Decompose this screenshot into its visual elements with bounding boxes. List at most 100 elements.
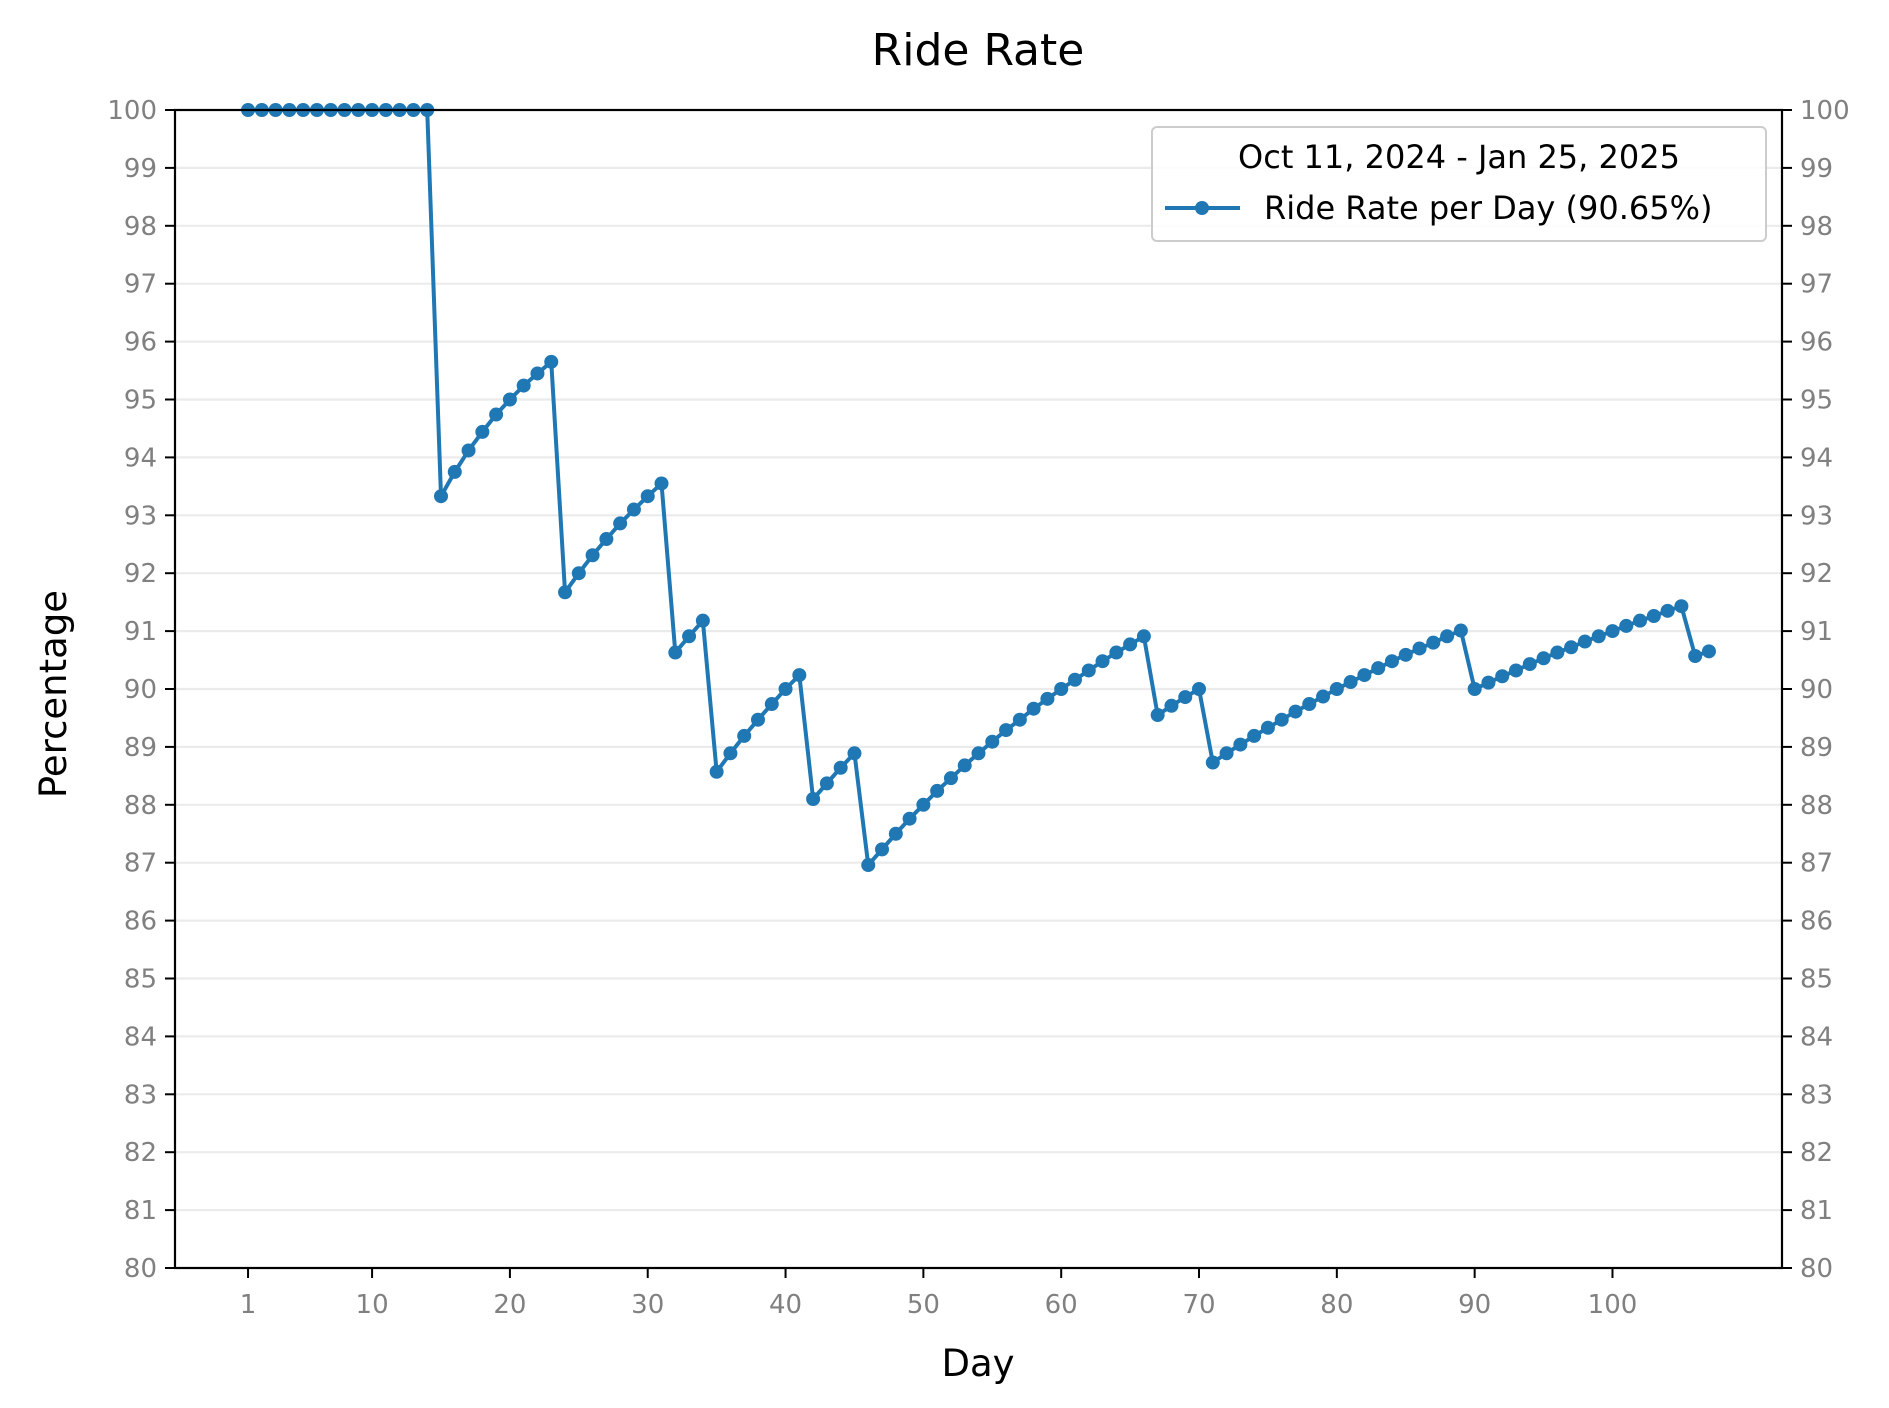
data-point — [668, 645, 683, 660]
x-tick-label: 40 — [769, 1290, 802, 1320]
data-point — [806, 792, 821, 807]
y-tick-label-right: 94 — [1800, 443, 1833, 473]
data-point — [1192, 682, 1207, 696]
data-point — [640, 489, 655, 504]
data-point — [516, 378, 531, 393]
data-point — [1054, 682, 1069, 696]
x-tick-label: 100 — [1588, 1290, 1638, 1320]
data-point — [1095, 654, 1110, 669]
data-point — [1577, 634, 1592, 649]
data-point — [888, 826, 903, 841]
data-point — [1412, 641, 1427, 656]
data-point — [1619, 618, 1634, 633]
y-tick-label-right: 82 — [1800, 1138, 1833, 1168]
y-tick-label-left: 99 — [124, 154, 157, 184]
data-point — [1481, 675, 1496, 690]
data-point — [1343, 675, 1358, 690]
data-point — [971, 746, 986, 761]
legend-title: Oct 11, 2024 - Jan 25, 2025 — [1238, 138, 1680, 176]
y-tick-label-left: 95 — [124, 386, 157, 416]
y-tick-label-left: 90 — [124, 675, 157, 705]
y-axis-label: Percentage — [32, 590, 75, 798]
data-point — [1591, 629, 1606, 644]
y-tick-label-left: 98 — [124, 212, 157, 242]
data-point — [1440, 629, 1455, 644]
x-tick-label: 80 — [1320, 1290, 1353, 1320]
data-point — [861, 858, 876, 873]
data-point — [778, 682, 793, 696]
x-tick-label: 10 — [356, 1290, 389, 1320]
data-point — [916, 797, 931, 812]
y-tick-label-right: 80 — [1800, 1254, 1833, 1284]
data-point — [985, 734, 1000, 749]
data-point — [1233, 737, 1248, 752]
y-tick-label-right: 90 — [1800, 675, 1833, 705]
x-tick-label: 1 — [240, 1290, 257, 1320]
data-point — [792, 668, 807, 683]
data-point — [819, 776, 834, 791]
data-point — [1688, 649, 1703, 663]
y-tick-label-right: 96 — [1800, 328, 1833, 358]
data-point — [530, 366, 545, 381]
data-point — [1674, 599, 1689, 614]
data-point — [585, 548, 600, 563]
x-axis-label: Day — [941, 1342, 1014, 1385]
y-tick-label-left: 93 — [124, 501, 157, 531]
data-point — [723, 746, 738, 761]
y-tick-label-left: 97 — [124, 270, 157, 300]
y-tick-label-right: 81 — [1800, 1196, 1833, 1226]
y-tick-label-right: 91 — [1800, 617, 1833, 647]
data-point — [1302, 697, 1317, 712]
data-point — [1274, 712, 1289, 727]
y-tick-label-right: 83 — [1800, 1080, 1833, 1110]
y-tick-label-left: 86 — [124, 907, 157, 937]
data-point — [1164, 698, 1179, 713]
data-point — [1067, 672, 1082, 687]
data-point — [1357, 668, 1372, 683]
x-tick-label: 30 — [631, 1290, 664, 1320]
data-point — [1040, 691, 1055, 706]
data-point — [599, 532, 614, 547]
data-point — [1605, 624, 1620, 639]
y-tick-label-right: 100 — [1800, 96, 1850, 126]
y-tick-label-right: 99 — [1800, 154, 1833, 184]
x-tick-label: 90 — [1458, 1290, 1491, 1320]
data-point — [682, 629, 697, 644]
data-point — [502, 392, 517, 407]
x-tick-label: 50 — [907, 1290, 940, 1320]
chart-title: Ride Rate — [872, 25, 1085, 76]
y-tick-label-left: 91 — [124, 617, 157, 647]
data-point — [902, 811, 917, 826]
data-point — [833, 760, 848, 775]
y-tick-label-right: 84 — [1800, 1022, 1833, 1052]
data-point — [475, 424, 490, 439]
data-point — [1012, 712, 1027, 727]
legend-entry-label: Ride Rate per Day (90.65%) — [1264, 189, 1713, 227]
y-tick-label-left: 81 — [124, 1196, 157, 1226]
y-tick-label-left: 100 — [107, 96, 157, 126]
data-point — [1026, 701, 1041, 716]
y-tick-label-right: 87 — [1800, 849, 1833, 879]
data-point — [461, 443, 476, 458]
data-point — [709, 764, 724, 779]
data-point — [1384, 654, 1399, 669]
data-point — [943, 771, 958, 786]
y-tick-label-right: 86 — [1800, 907, 1833, 937]
data-point — [1633, 613, 1648, 628]
legend: Oct 11, 2024 - Jan 25, 2025 Ride Rate pe… — [1151, 126, 1767, 242]
y-tick-label-right: 88 — [1800, 791, 1833, 821]
x-tick-label: 70 — [1182, 1290, 1215, 1320]
data-point — [1205, 755, 1220, 770]
data-point — [1701, 644, 1716, 659]
data-point — [847, 746, 862, 761]
data-point — [930, 783, 945, 798]
data-point — [1329, 682, 1344, 696]
data-point — [1426, 635, 1441, 650]
legend-marker-swatch — [1195, 201, 1209, 215]
data-point — [1247, 728, 1262, 743]
data-point — [1316, 689, 1331, 704]
data-point — [447, 464, 462, 479]
data-point — [1260, 720, 1275, 735]
y-tick-label-right: 97 — [1800, 270, 1833, 300]
